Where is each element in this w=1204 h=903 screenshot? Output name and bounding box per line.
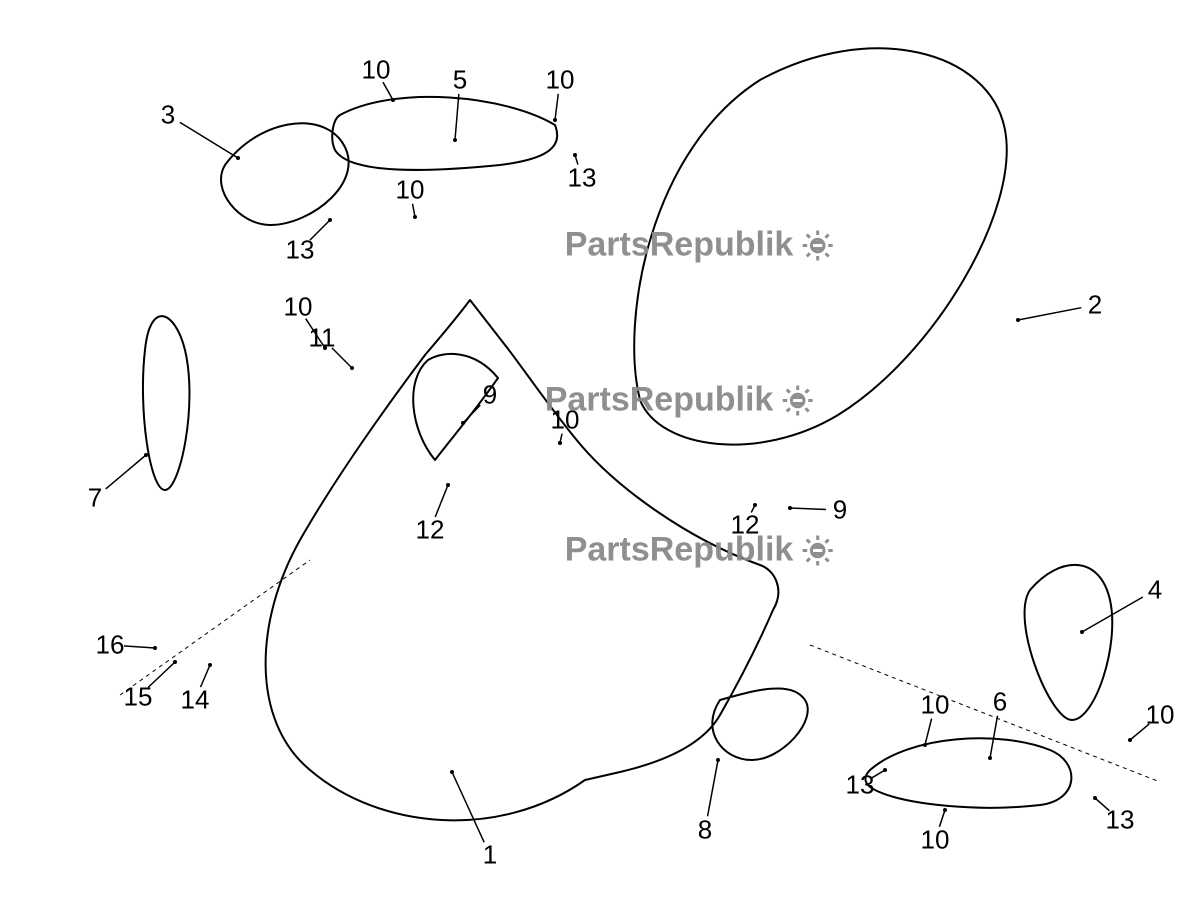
parts-outline-layer xyxy=(143,48,1112,820)
diagram-svg xyxy=(0,0,1204,903)
leader-lines-layer xyxy=(106,82,1150,842)
diagram-stage: 1234567899101010101010101011121213131313… xyxy=(0,0,1204,903)
